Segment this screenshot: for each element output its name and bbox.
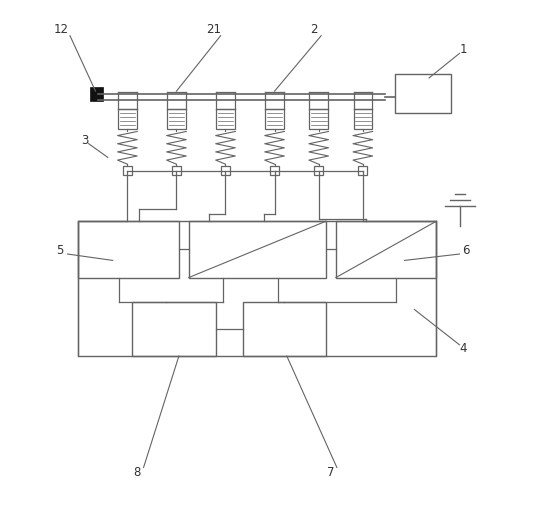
Text: 4: 4: [460, 342, 467, 355]
Text: 12: 12: [54, 24, 69, 36]
Bar: [167, 109, 186, 129]
Bar: [243, 302, 326, 356]
Bar: [336, 221, 437, 277]
Text: 6: 6: [462, 244, 470, 257]
Bar: [353, 109, 372, 129]
Bar: [216, 109, 235, 129]
Bar: [314, 166, 323, 175]
Bar: [78, 221, 437, 356]
Bar: [123, 166, 132, 175]
Text: 21: 21: [206, 24, 220, 36]
Text: 3: 3: [81, 134, 89, 147]
Bar: [189, 221, 326, 277]
Text: 8: 8: [134, 466, 141, 479]
Bar: [221, 166, 230, 175]
Text: 2: 2: [310, 24, 317, 36]
Bar: [90, 87, 104, 101]
Text: 5: 5: [57, 244, 64, 257]
Bar: [358, 166, 367, 175]
Bar: [118, 109, 137, 129]
Bar: [270, 166, 279, 175]
Bar: [395, 74, 451, 113]
Text: 1: 1: [460, 43, 467, 56]
Bar: [265, 109, 284, 129]
Bar: [172, 166, 181, 175]
Bar: [78, 221, 179, 277]
Bar: [132, 302, 216, 356]
Text: 7: 7: [327, 466, 335, 479]
Bar: [309, 109, 328, 129]
